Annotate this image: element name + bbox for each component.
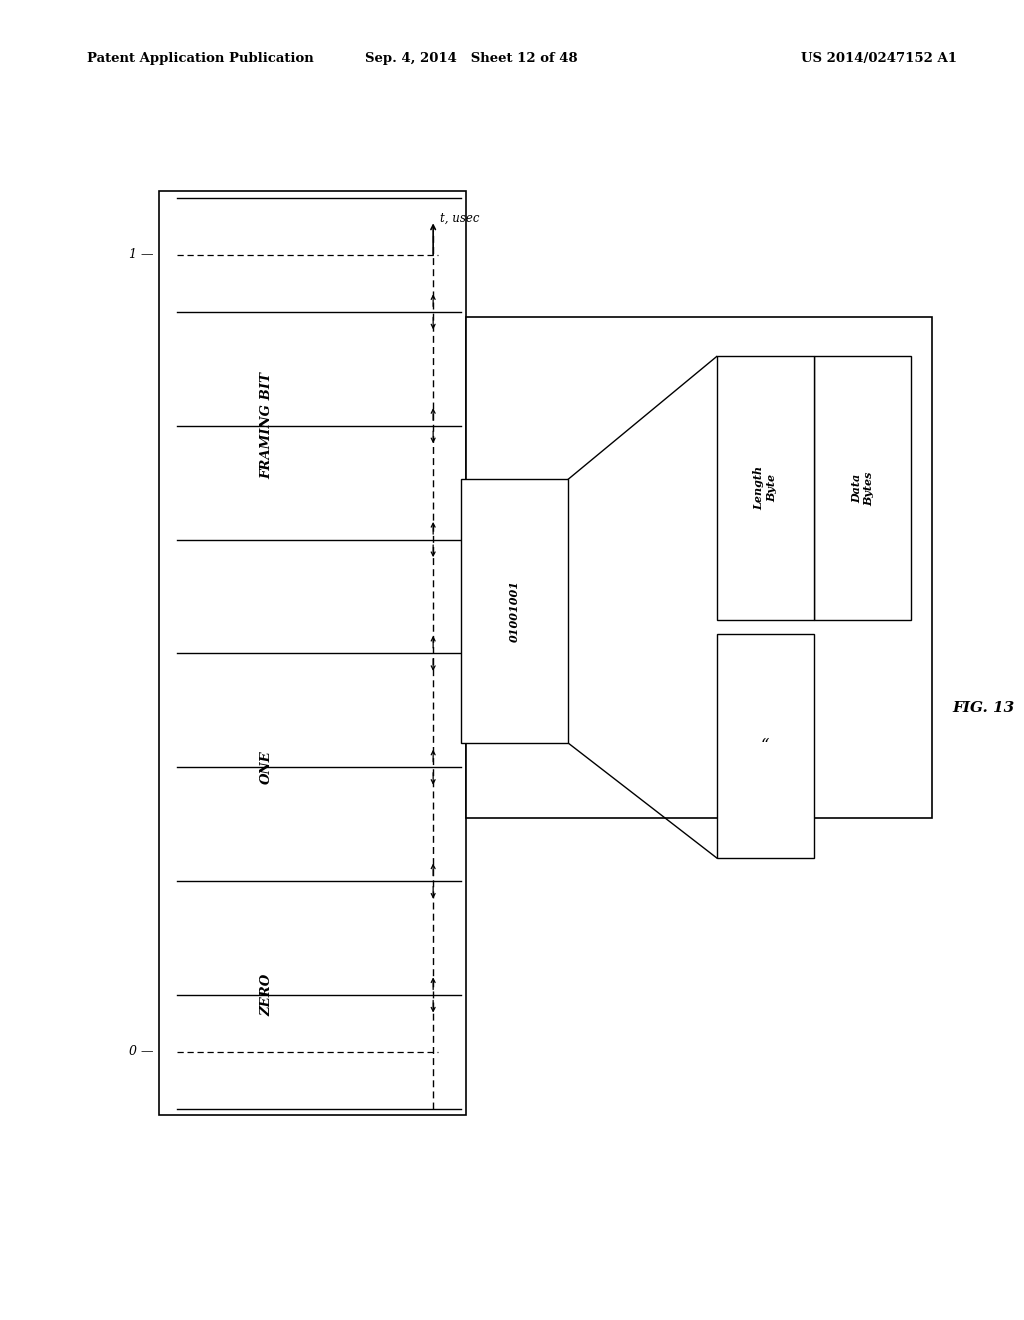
Text: “: “ — [761, 738, 770, 754]
Bar — [717, 356, 814, 620]
Bar — [461, 479, 568, 743]
Text: 1 —: 1 — — [129, 248, 154, 261]
Text: Sep. 4, 2014   Sheet 12 of 48: Sep. 4, 2014 Sheet 12 of 48 — [365, 51, 578, 65]
Text: Data
Bytes: Data Bytes — [851, 471, 874, 506]
Bar — [159, 191, 466, 1115]
Bar — [717, 634, 814, 858]
Text: US 2014/0247152 A1: US 2014/0247152 A1 — [802, 51, 957, 65]
Text: ZERO: ZERO — [260, 974, 273, 1016]
Text: Patent Application Publication: Patent Application Publication — [87, 51, 313, 65]
Text: FRAMING BIT: FRAMING BIT — [260, 372, 273, 479]
Text: Length
Byte: Length Byte — [754, 466, 777, 511]
Text: 01001001: 01001001 — [509, 581, 520, 642]
Bar — [466, 317, 932, 818]
Text: t, usec: t, usec — [440, 211, 480, 224]
Text: 0 —: 0 — — [129, 1045, 154, 1059]
Text: ONE: ONE — [260, 750, 273, 784]
Text: FIG. 12: FIG. 12 — [497, 721, 559, 734]
Text: FIG. 13: FIG. 13 — [952, 701, 1015, 715]
Bar — [814, 356, 911, 620]
